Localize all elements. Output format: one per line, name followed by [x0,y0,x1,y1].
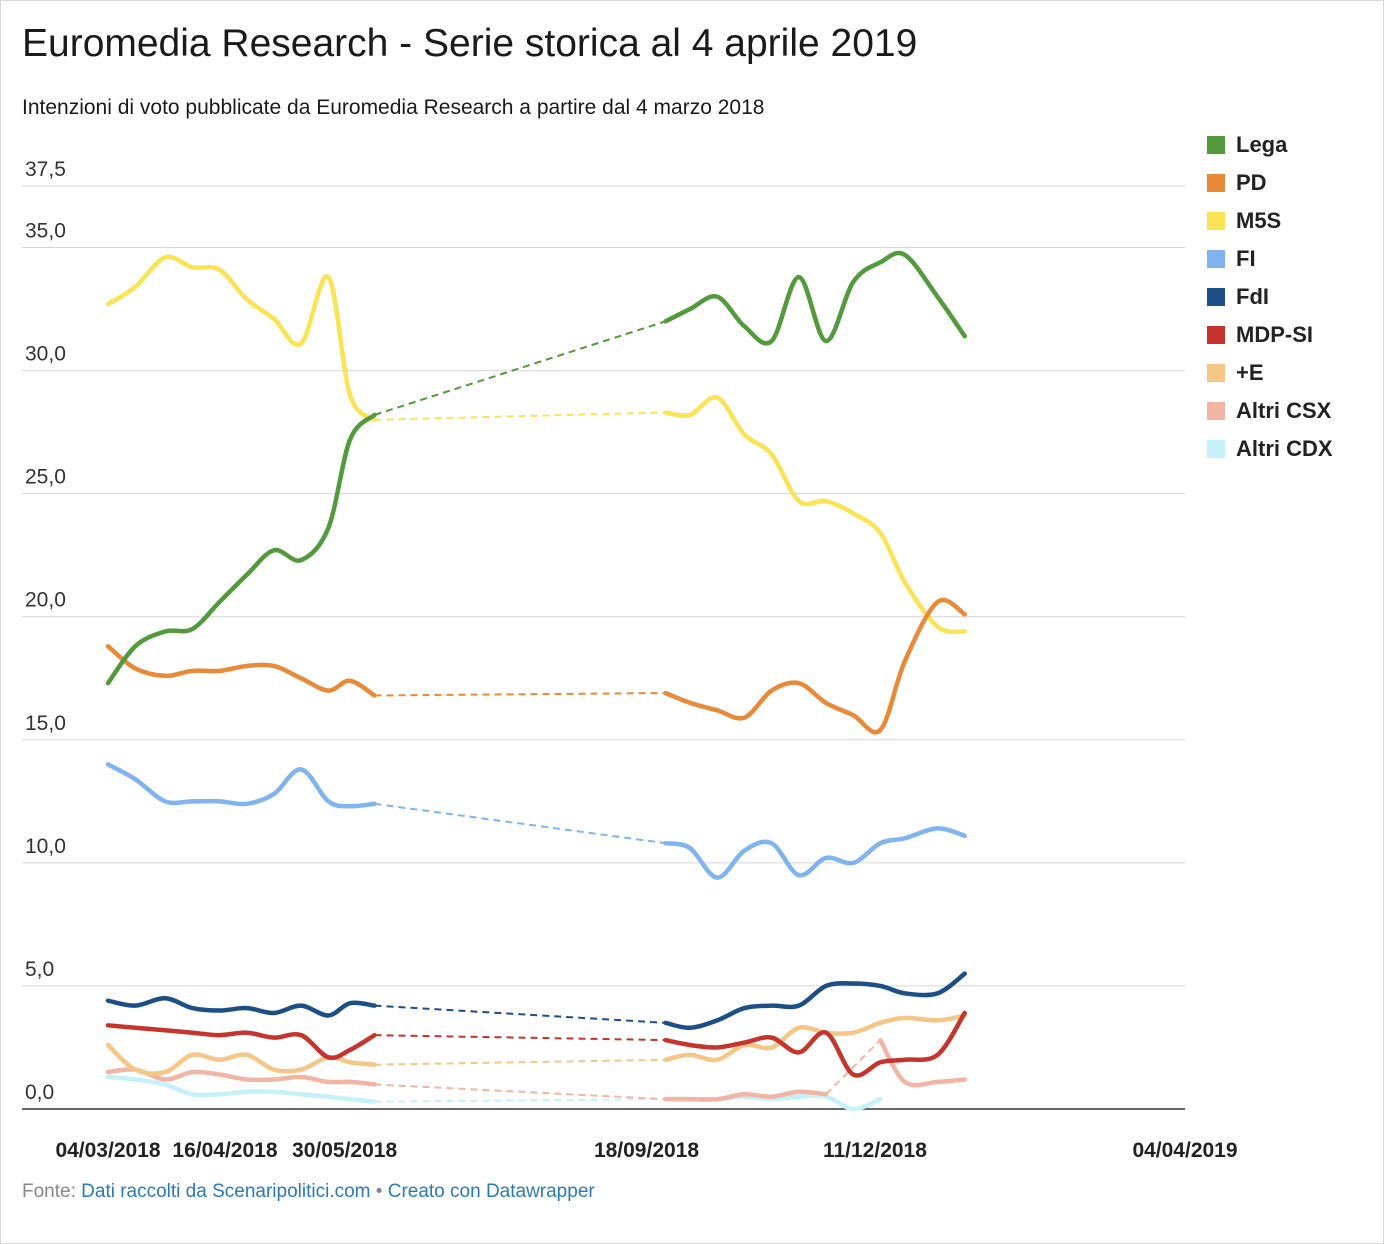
gap-connector-altri-cdx [374,1098,666,1103]
legend-swatch [1207,250,1225,268]
series-line-altri-csx [663,1089,829,1102]
series-line-pd [663,597,967,735]
legend-item-e: +E [1207,354,1333,392]
legend-label: M5S [1236,208,1282,233]
y-tick-label: 0,0 [25,1081,54,1104]
legend-swatch [1207,402,1225,420]
gap-connector-fi [374,802,666,845]
series-line-m5s [105,254,377,423]
series-line-fi [105,762,377,809]
legend-swatch [1207,440,1225,458]
chart-title: Euromedia Research - Serie storica al 4 … [22,22,918,65]
footer-prefix: Fonte: [22,1181,76,1202]
legend-swatch [1207,288,1225,306]
legend-item-mdp-si: MDP-SI [1207,316,1333,354]
x-tick-label: 30/05/2018 [292,1139,397,1162]
legend-label: Lega [1236,132,1288,157]
y-tick-label: 20,0 [25,589,66,612]
series-pd [105,597,967,735]
series-line-e [663,1013,967,1063]
legend-item-altri-csx: Altri CSX [1207,392,1333,430]
legend-item-fi: FI [1207,240,1333,278]
series-altri-csx [105,1037,967,1102]
chart-subtitle: Intenzioni di voto pubblicate da Euromed… [22,96,765,119]
source-link[interactable]: Dati raccolti da Scenaripolitici.com [81,1181,371,1202]
legend-swatch [1207,212,1225,230]
series-line-altri-cdx [105,1074,377,1104]
legend-label: +E [1236,360,1264,385]
gap-connector-e [374,1058,666,1066]
y-tick-label: 30,0 [25,343,66,366]
series-m5s [105,254,967,635]
series-line-mdp-si [663,1010,967,1078]
legend-label: MDP-SI [1236,322,1313,347]
legend-item-fdi: FdI [1207,278,1333,316]
series-lega [105,250,967,686]
y-tick-label: 15,0 [25,712,66,735]
gap-connector-fdi [374,1004,666,1024]
series-line-lega [663,250,967,346]
y-tick-label: 25,0 [25,466,66,489]
legend-swatch [1207,364,1225,382]
legend-item-pd: PD [1207,164,1333,202]
x-tick-label: 11/12/2018 [823,1139,927,1162]
footer-separator: • [375,1181,383,1202]
series-line-m5s [663,395,967,635]
series-line-fi [663,826,967,880]
series-line-pd [105,644,377,698]
gap-connector-mdp-si [374,1034,666,1042]
legend: Lega PD M5S FI FdI MDP-SI +E Altri CSX Altri CDX [1207,126,1333,468]
x-tick-label: 18/09/2018 [594,1139,699,1162]
series-fdi [105,971,967,1031]
series-line-altri-csx [105,1067,377,1087]
y-axis-ticks: 0,0 5,0 10,0 15,0 20,0 25,0 30,0 35,0 37,5 [25,158,66,1104]
series-line-lega [105,412,377,686]
gap-connector-lega [374,320,666,416]
x-tick-label: 04/03/2018 [55,1139,160,1162]
series-mdp-si [105,1010,967,1078]
datawrapper-link[interactable]: Creato con Datawrapper [387,1181,595,1202]
legend-item-m5s: M5S [1207,202,1333,240]
legend-swatch [1207,136,1225,154]
series-altri-cdx [105,1074,883,1112]
y-tick-label: 10,0 [25,835,66,858]
series-line-mdp-si [105,1023,377,1061]
legend-label: FdI [1236,284,1269,309]
gap-connector-pd [374,692,666,697]
gap-connector-altri-csx [374,1083,666,1101]
x-tick-label: 04/04/2019 [1132,1139,1237,1162]
y-tick-label: 37,5 [25,158,66,181]
legend-swatch [1207,326,1225,344]
series-fi [105,762,967,880]
series-line-fdi [663,971,967,1031]
legend-swatch [1207,174,1225,192]
gridlines [22,185,1185,1110]
gap-connector-m5s [374,411,666,421]
series-line-fdi [105,995,377,1018]
legend-label: FI [1236,246,1256,271]
footer: Fonte: Dati raccolti da Scenaripolitici.… [22,1181,595,1203]
x-axis-ticks: 04/03/2018 16/04/2018 30/05/2018 18/09/2018… [55,1139,1237,1162]
series-lines [105,250,967,1112]
legend-label: Altri CDX [1236,436,1333,461]
gap-connector-altri-csx [825,1039,882,1095]
y-tick-label: 35,0 [25,220,66,243]
x-tick-label: 16/04/2018 [172,1139,277,1162]
legend-item-lega: Lega [1207,126,1333,164]
legend-label: PD [1236,170,1267,195]
legend-item-altri-cdx: Altri CDX [1207,430,1333,468]
legend-label: Altri CSX [1236,398,1332,423]
y-tick-label: 5,0 [25,958,54,981]
